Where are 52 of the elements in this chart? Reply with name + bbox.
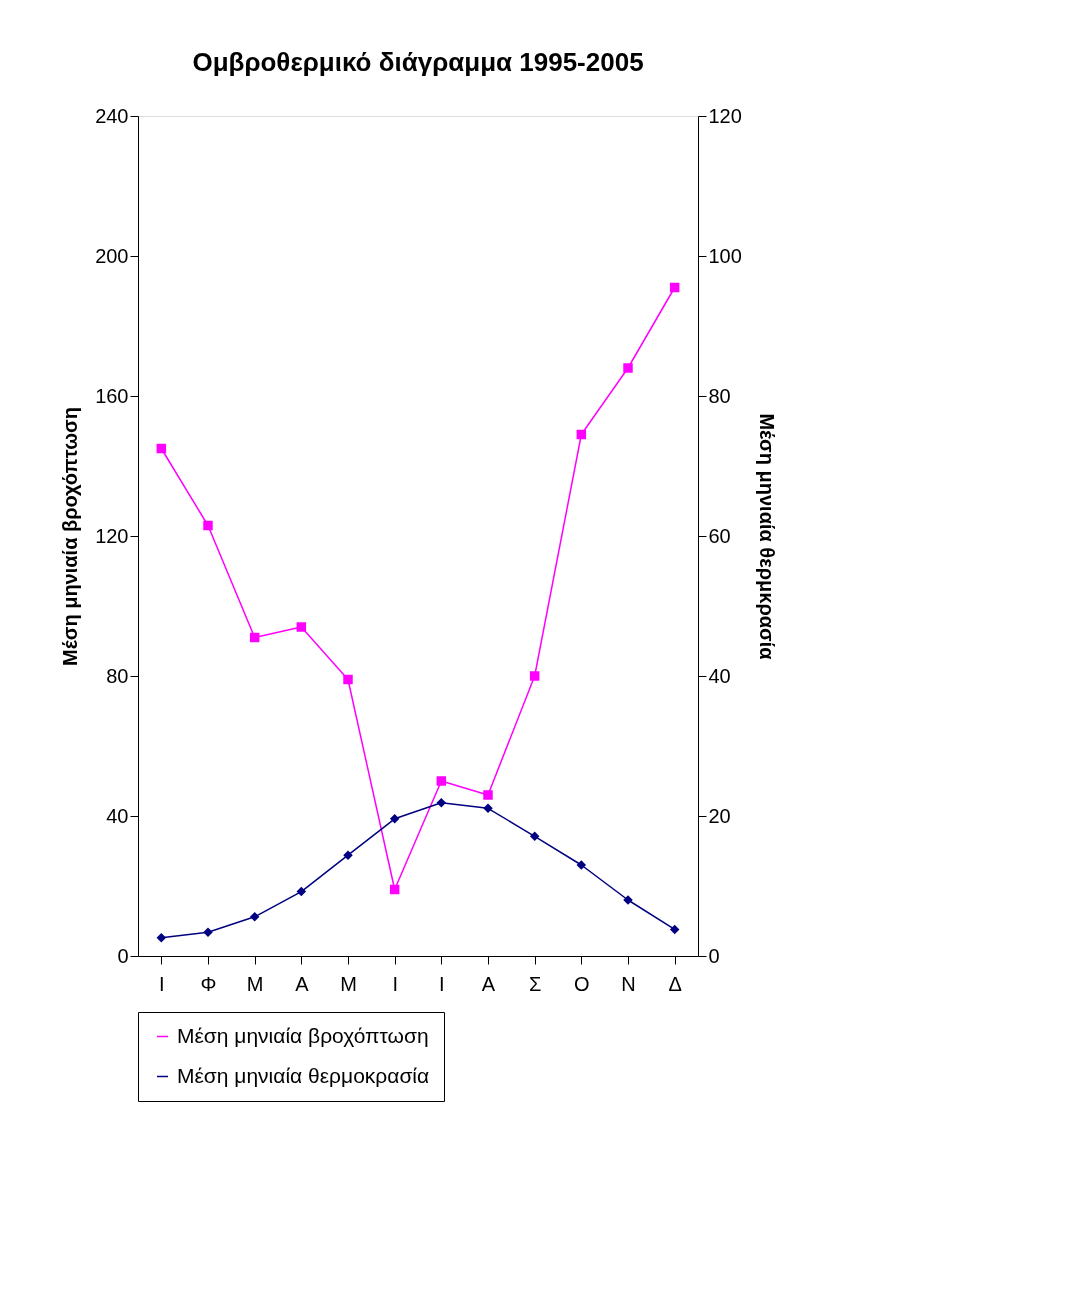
point xyxy=(669,282,680,293)
x-tick-label: Ι xyxy=(439,972,445,995)
x-tick-label: Σ xyxy=(528,972,542,995)
point xyxy=(156,933,167,943)
y-axis-title: Μέση μηνιαία βροχόπτωση xyxy=(59,407,82,666)
y2-tick-label: 40 xyxy=(708,664,731,687)
point xyxy=(529,831,540,842)
y2-tick-label: 0 xyxy=(708,944,720,967)
x-tick-label: Μ xyxy=(246,972,264,995)
y2-axis-title: Μέση μηνιαία θερμκρασία xyxy=(755,413,778,661)
point xyxy=(296,622,307,632)
point xyxy=(296,886,307,897)
x-tick-label: Α xyxy=(295,972,310,995)
point xyxy=(249,632,260,643)
y2-tick-label: 100 xyxy=(708,244,742,267)
point xyxy=(483,790,493,800)
legend-label: Μέση μηνιαία θερμοκρασία xyxy=(177,1063,430,1087)
point xyxy=(483,803,493,814)
point xyxy=(623,363,633,373)
x-tick-label: Δ xyxy=(668,972,682,995)
chart-title: Ομβροθερμικό διάγραμμα 1995-2005 xyxy=(192,47,644,77)
point xyxy=(576,429,587,440)
y-tick-label: 240 xyxy=(95,104,129,127)
point xyxy=(343,674,353,685)
x-tick-label: Ι xyxy=(159,972,165,995)
x-tick-label: Α xyxy=(481,972,496,995)
point xyxy=(389,814,400,824)
point xyxy=(249,912,260,922)
x-tick-label: Φ xyxy=(200,972,217,995)
y2-tick-label: 120 xyxy=(708,104,742,127)
point xyxy=(389,884,400,895)
point xyxy=(203,520,213,531)
y-tick-label: 120 xyxy=(95,524,129,547)
point xyxy=(156,443,167,454)
y2-tick-label: 80 xyxy=(708,384,731,407)
y2-tick-label: 60 xyxy=(708,524,731,547)
point xyxy=(436,776,447,786)
point xyxy=(669,924,680,935)
y2-tick-label: 20 xyxy=(708,804,731,827)
x-tick-label: Ν xyxy=(621,972,636,995)
legend-label: Μέση μηνιαία βροχόπτωση xyxy=(177,1023,429,1047)
x-tick-label: Ο xyxy=(574,972,590,995)
point xyxy=(436,797,447,808)
x-tick-label: Μ xyxy=(340,972,357,995)
point xyxy=(529,671,540,681)
y-tick-label: 80 xyxy=(106,664,129,687)
y-tick-label: 200 xyxy=(95,244,129,267)
y-tick-label: 160 xyxy=(95,384,129,407)
y-tick-label: 40 xyxy=(106,804,129,827)
x-tick-label: Ι xyxy=(392,972,398,995)
point xyxy=(576,860,587,870)
y-tick-label: 0 xyxy=(117,944,129,967)
